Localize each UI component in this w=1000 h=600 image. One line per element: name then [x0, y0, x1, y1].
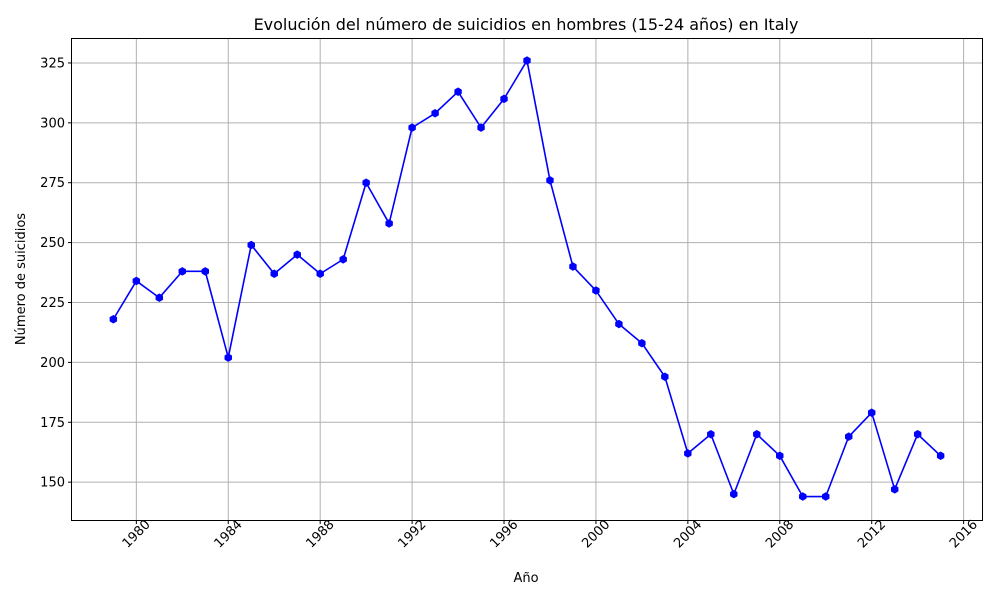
x-axis-label: Año [513, 571, 538, 586]
data-point [776, 451, 784, 461]
data-point [799, 492, 807, 501]
data-point [178, 267, 187, 276]
data-point [270, 269, 278, 279]
y-tick-label: 250 [40, 236, 65, 251]
data-point [546, 176, 554, 185]
data-point [247, 240, 255, 250]
data-point [132, 276, 141, 286]
data-point [592, 286, 600, 295]
data-point [753, 429, 761, 439]
data-point [224, 353, 232, 362]
y-tick-label: 175 [40, 416, 65, 431]
data-point [845, 432, 853, 441]
data-point [615, 319, 623, 329]
data-point [730, 489, 738, 499]
data-point [523, 56, 531, 65]
data-point [339, 255, 347, 264]
data-point [890, 485, 899, 494]
data-point [638, 338, 646, 348]
data-point [201, 267, 209, 276]
data-point [477, 123, 485, 132]
data-point [936, 451, 945, 461]
data-point [316, 269, 324, 279]
data-point [913, 429, 922, 439]
data-point [684, 449, 692, 458]
data-point [155, 293, 164, 302]
data-point [293, 250, 301, 259]
data-point [109, 314, 118, 324]
y-tick-label: 275 [40, 176, 65, 191]
y-tick-label: 300 [40, 116, 65, 131]
y-tick-label: 325 [40, 56, 65, 71]
y-tick-label: 150 [40, 476, 65, 491]
y-axis-label: Número de suicidios [14, 213, 29, 345]
chart-title: Evolución del número de suicidios en hom… [254, 15, 799, 34]
data-point [707, 429, 715, 439]
data-point [362, 178, 370, 188]
data-point [431, 108, 439, 118]
data-point [822, 492, 830, 501]
y-tick-label: 200 [40, 356, 65, 371]
axes-frame [71, 38, 983, 521]
data-point [867, 408, 876, 417]
data-point [408, 123, 416, 132]
data-point [569, 262, 577, 271]
y-axis: 150 175 200 225 250 275 300 325 [40, 56, 72, 491]
data-point [661, 372, 669, 382]
y-tick-label: 225 [40, 296, 65, 311]
data-point [385, 219, 393, 228]
data-point [500, 94, 508, 104]
data-point [454, 87, 462, 96]
plot-area [109, 56, 945, 501]
